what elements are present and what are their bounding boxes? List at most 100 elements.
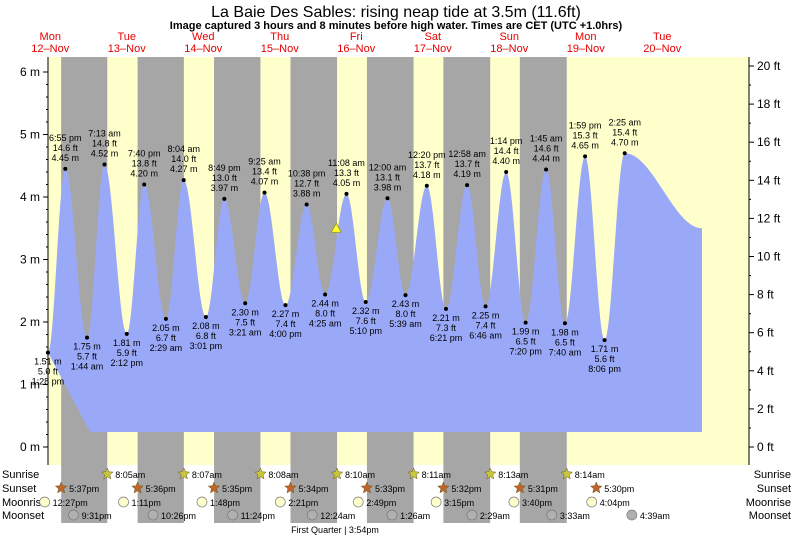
low-tide-label: 2.43 m (392, 299, 420, 309)
high-tide-point (622, 151, 627, 156)
high-tide-label: 13.4 ft (252, 167, 278, 177)
sunrise-icon (254, 467, 267, 480)
y-left-tick-label: 1 m (20, 378, 40, 392)
sunset-icon (207, 481, 221, 494)
high-tide-point (465, 183, 470, 188)
high-tide-label: 12:00 am (369, 162, 407, 172)
moonset-time: 9:31pm (82, 511, 112, 521)
low-tide-point (283, 303, 288, 308)
sunset-icon (360, 481, 374, 494)
moonset-icon (147, 509, 159, 521)
low-tide-label: 2.44 m (311, 299, 339, 309)
high-tide-label: 10:38 pm (288, 169, 326, 179)
moonrise-time: 1:48pm (210, 498, 240, 508)
low-tide-label: 7.5 ft (235, 317, 256, 327)
row-label-left: Sunrise (2, 469, 39, 481)
sunrise-time: 8:08am (268, 470, 298, 480)
low-tide-point (523, 320, 528, 325)
y-left-tick-label: 6 m (20, 65, 40, 79)
high-tide-point (63, 166, 68, 171)
moonset-time: 2:29am (480, 511, 510, 521)
low-tide-label: 2.08 m (192, 321, 220, 331)
row-label-left: Moonset (2, 510, 44, 522)
y-right-tick-label: 6 ft (757, 326, 774, 340)
moonrise-time: 2:21pm (288, 498, 318, 508)
moonset-time: 10:26pm (161, 511, 196, 521)
low-tide-label: 6:21 pm (430, 333, 463, 343)
day-date: 15–Nov (261, 43, 299, 55)
moonrise-icon (586, 496, 598, 508)
chart-title: La Baie Des Sables: rising neap tide at … (211, 4, 581, 21)
row-label-left: Moonrise (2, 497, 47, 509)
day-name: Sun (499, 31, 519, 43)
high-tide-point (262, 190, 267, 195)
sunrise-time: 8:14am (575, 470, 605, 480)
y-left-tick-label: 0 m (20, 440, 40, 454)
low-tide-label: 1.75 m (73, 342, 101, 352)
low-tide-point (203, 315, 208, 319)
low-tide-label: 2.25 m (472, 310, 500, 320)
low-tide-label: 6:46 am (469, 330, 502, 340)
low-tide-label: 8.0 ft (396, 309, 417, 319)
sunset-time: 5:34pm (298, 484, 328, 494)
low-tide-label: 5.7 ft (77, 352, 98, 362)
moonset-icon (306, 509, 318, 521)
low-tide-label: 3:01 pm (190, 341, 223, 351)
sunrise-icon (483, 467, 497, 480)
high-tide-label: 7:40 pm (128, 149, 161, 159)
high-tide-point (222, 196, 227, 201)
high-tide-label: 3.98 m (374, 182, 402, 192)
moonrise-icon (39, 496, 51, 508)
low-tide-label: 7.4 ft (275, 319, 296, 329)
high-tide-label: 3.88 m (293, 189, 321, 199)
high-tide-point (304, 202, 309, 207)
high-tide-label: 13.7 ft (414, 160, 440, 170)
y-right-tick-label: 12 ft (757, 211, 781, 225)
low-tide-label: 1:28 pm (32, 377, 65, 387)
axes: 0 m 1 m 2 m 3 m 4 m 5 m 6 m 0 ft 2 ft 4 ft 6 ft 8 f… (20, 57, 781, 465)
high-tide-label: 12:58 am (448, 149, 486, 159)
moonset-icon (546, 509, 558, 521)
sunrise-time: 8:10am (345, 470, 375, 480)
low-tide-label: 2.05 m (152, 323, 180, 333)
low-tide-label: 1.71 m (591, 344, 619, 354)
moonrise-icon (118, 496, 129, 508)
high-tide-label: 15.4 ft (612, 127, 638, 137)
y-right-tick-label: 10 ft (757, 250, 781, 264)
tide-curve (48, 153, 702, 433)
low-tide-label: 1.98 m (551, 327, 579, 337)
low-tide-label: 5.6 ft (595, 354, 616, 364)
row-label-right: Moonset (749, 510, 791, 522)
day-date: 19–Nov (567, 43, 605, 55)
sunset-time: 5:33pm (375, 484, 405, 494)
sunset-icon (513, 481, 527, 494)
sunset-time: 5:35pm (222, 484, 252, 494)
high-tide-label: 6:55 pm (49, 133, 82, 143)
low-tide-label: 2.21 m (432, 313, 460, 323)
sunrise-icon (407, 467, 420, 480)
low-tide-label: 6.5 ft (555, 337, 576, 347)
moonrise-icon (352, 496, 364, 508)
high-tide-point (181, 178, 186, 183)
low-tide-point (602, 338, 607, 343)
high-tide-label: 1:14 pm (490, 136, 523, 146)
tide-area (48, 153, 702, 433)
high-tide-label: 4.52 m (91, 149, 119, 159)
row-label-left: Sunset (2, 483, 36, 495)
moonset-time: 4:39am (640, 511, 670, 521)
high-tide-label: 4.19 m (453, 169, 481, 179)
low-tide-label: 5.9 ft (117, 348, 138, 358)
sunset-icon (131, 481, 144, 494)
high-tide-label: 2:25 am (608, 117, 641, 127)
y-right-tick-label: 0 ft (757, 440, 774, 454)
day-date: 17–Nov (414, 43, 452, 55)
high-tide-label: 4.45 m (52, 153, 80, 163)
low-tide-label: 7.3 ft (436, 323, 457, 333)
high-tide-label: 14.4 ft (494, 146, 520, 156)
low-tide-point (443, 306, 448, 311)
day-name: Tue (653, 31, 672, 43)
high-tide-point (544, 167, 549, 172)
low-tide-label: 6.8 ft (196, 331, 217, 341)
moonrise-time: 2:49pm (366, 498, 396, 508)
